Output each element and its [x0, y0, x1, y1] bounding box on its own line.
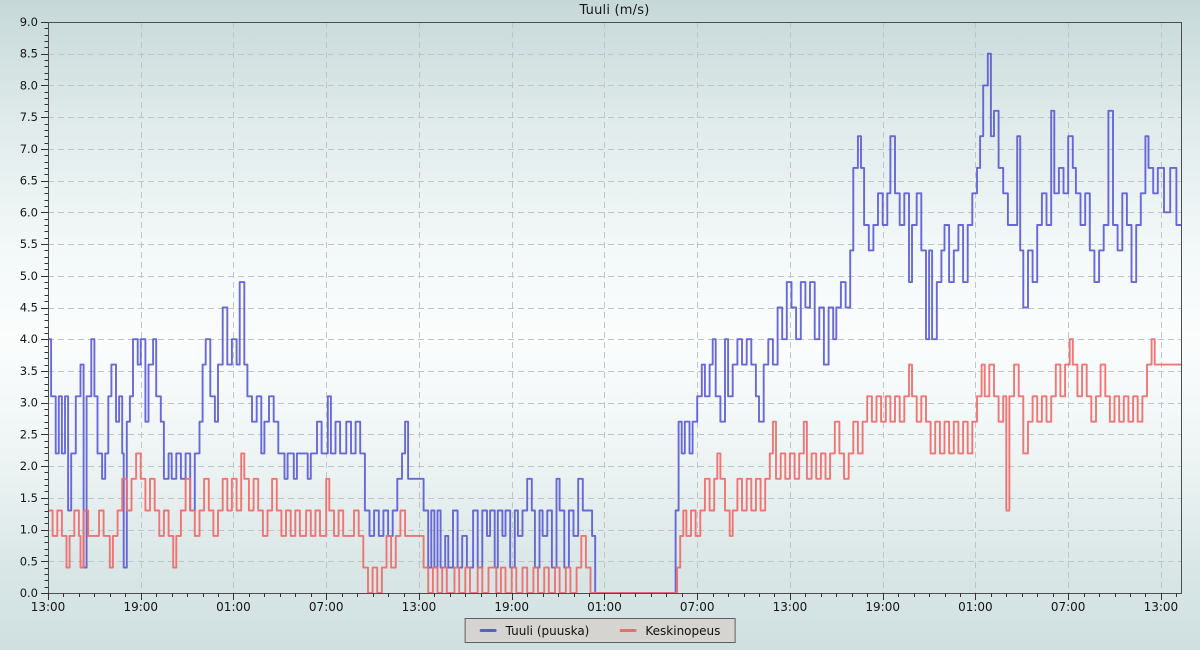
legend-item-gust: Tuuli (puuska) [479, 623, 590, 638]
y-tick-label: 6.5 [20, 174, 38, 188]
y-tick-label: 8.5 [20, 47, 38, 61]
y-tick-label: 4.0 [20, 332, 38, 346]
y-tick-label: 7.0 [20, 142, 38, 156]
average-line-swatch [619, 629, 637, 632]
y-tick-label: 1.5 [20, 491, 38, 505]
y-tick-label: 5.5 [20, 237, 38, 251]
legend-label-gust: Tuuli (puuska) [505, 623, 590, 638]
y-tick-label: 0.5 [20, 554, 38, 568]
legend: Tuuli (puuska) Keskinopeus [464, 618, 736, 643]
y-tick-label: 0.0 [20, 586, 38, 600]
legend-item-average: Keskinopeus [619, 624, 720, 638]
gust-line-swatch [479, 629, 497, 632]
y-tick-label: 2.5 [20, 427, 38, 441]
y-tick-label: 7.5 [20, 110, 38, 124]
y-tick-label: 2.0 [20, 459, 38, 473]
y-tick-label: 9.0 [20, 15, 38, 29]
x-tick-label: 01:00 [216, 600, 251, 614]
x-tick-label: 07:00 [309, 600, 344, 614]
y-tick-label: 3.0 [20, 396, 38, 410]
x-tick-label: 13:00 [773, 600, 808, 614]
y-tick-label: 4.5 [20, 301, 38, 315]
plot-border [47, 21, 1183, 595]
y-tick-label: 5.0 [20, 269, 38, 283]
y-tick-label: 8.0 [20, 78, 38, 92]
average-series-line [48, 338, 1181, 594]
y-tick-label: 3.5 [20, 364, 38, 378]
y-tick-label: 1.0 [20, 523, 38, 537]
x-tick-label: 13:00 [1144, 600, 1179, 614]
x-tick-label: 19:00 [494, 600, 529, 614]
chart-title: Tuuli (m/s) [579, 3, 650, 18]
x-tick-label: 13:00 [402, 600, 437, 614]
x-tick-label: 07:00 [680, 600, 715, 614]
x-tick-label: 07:00 [1051, 600, 1086, 614]
x-tick-label: 01:00 [958, 600, 993, 614]
x-tick-label: 13:00 [31, 600, 66, 614]
x-tick-label: 19:00 [123, 600, 158, 614]
x-tick-label: 01:00 [587, 600, 622, 614]
x-tick-label: 19:00 [865, 600, 900, 614]
legend-label-average: Keskinopeus [645, 623, 721, 638]
y-tick-label: 6.0 [20, 205, 38, 219]
